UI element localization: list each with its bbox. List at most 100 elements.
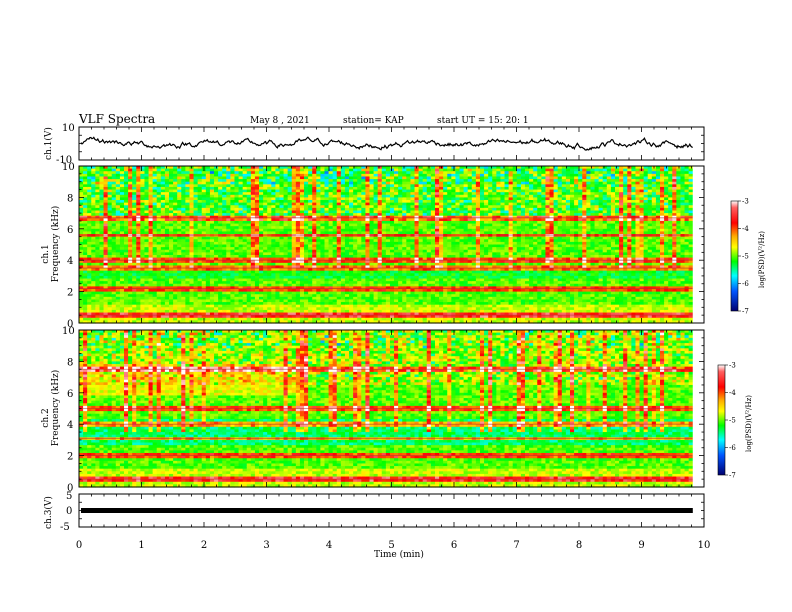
spectrogram-cell <box>394 260 399 264</box>
spectrogram-cell <box>87 236 92 240</box>
spectrogram-cell <box>357 168 362 172</box>
spectrogram-cell <box>406 270 412 274</box>
spectrogram-cell <box>185 226 191 230</box>
spectrogram-cell <box>87 241 92 246</box>
spectrogram-cell <box>148 189 154 193</box>
spectrogram-cell <box>316 173 322 178</box>
spectrogram-cell <box>132 265 137 269</box>
spectrogram-cell <box>267 189 272 193</box>
spectrogram-cell <box>353 168 358 172</box>
spectrogram-cell <box>209 166 215 170</box>
spectrogram-cell <box>279 273 285 277</box>
spectrogram-cell <box>230 179 236 183</box>
spectrogram-cell <box>83 286 88 290</box>
spectrogram-cell <box>197 181 203 185</box>
spectrogram-cell <box>119 257 125 261</box>
spectrogram-cell <box>124 194 129 198</box>
spectrogram-cell <box>410 166 416 170</box>
spectrogram-cell <box>349 179 354 183</box>
spectrogram-cell <box>115 213 121 217</box>
spectrogram-cell <box>332 231 338 235</box>
spectrogram-cell <box>83 200 88 204</box>
spectrogram-cell <box>398 186 403 191</box>
spectrogram-cell <box>250 181 256 185</box>
spectrogram-cell <box>124 254 129 259</box>
spectrogram-cell <box>193 288 199 293</box>
spectrogram-cell <box>87 202 92 206</box>
spectrogram-cell <box>177 218 182 222</box>
spectrogram-cell <box>267 223 272 227</box>
spectrogram-cell <box>205 286 211 290</box>
spectrogram-cell <box>287 320 293 324</box>
spectrogram-cell <box>304 286 309 290</box>
spectrogram-cell <box>299 200 305 204</box>
spectrogram-cell <box>410 260 416 264</box>
spectrogram-cell <box>410 270 416 274</box>
spectrogram-cell <box>299 226 305 230</box>
spectrogram-cell <box>218 312 223 316</box>
spectrogram-cell <box>398 309 403 314</box>
spectrogram-cell <box>275 215 281 219</box>
spectrogram-cell <box>250 197 256 201</box>
spectrogram-cell <box>115 223 121 227</box>
spectrogram-cell <box>414 315 420 319</box>
spectrogram-cell <box>283 168 289 172</box>
spectrogram-cell <box>389 168 395 172</box>
spectrogram-cell <box>279 247 285 251</box>
spectrogram-cell <box>308 309 313 314</box>
spectrogram-cell <box>324 244 330 248</box>
spectrogram-cell <box>320 166 326 170</box>
spectrogram-cell <box>369 207 375 212</box>
spectrogram-cell <box>132 291 137 295</box>
spectrogram-cell <box>205 299 211 303</box>
spectrogram-cell <box>254 260 260 264</box>
spectrogram-cell <box>299 309 305 314</box>
spectrogram-cell <box>87 223 92 227</box>
spectrogram-cell <box>349 262 354 267</box>
spectrogram-cell <box>238 192 244 196</box>
spectrogram-cell <box>299 291 305 295</box>
spectrogram-cell <box>381 231 387 235</box>
spectrogram-cell <box>222 194 227 198</box>
spectrogram-cell <box>177 275 182 280</box>
spectrogram-cell <box>361 275 367 280</box>
spectrogram-cell <box>308 257 313 261</box>
spectrogram-cell <box>124 299 129 303</box>
spectrogram-cell <box>275 291 281 295</box>
spectrogram-cell <box>189 171 195 175</box>
spectrogram-cell <box>414 192 420 196</box>
spectrogram-cell <box>336 296 342 301</box>
spectrogram-cell <box>103 226 109 230</box>
spectrogram-cell <box>279 294 285 298</box>
spectrogram-cell <box>246 320 252 324</box>
spectrogram-cell <box>185 179 191 183</box>
spectrogram-cell <box>148 202 154 206</box>
spectrogram-cell <box>234 288 240 293</box>
spectrogram-cell <box>115 215 121 219</box>
spectrogram-cell <box>115 228 121 233</box>
spectrogram-cell <box>299 315 305 319</box>
spectrogram-cell <box>99 213 105 217</box>
spectrogram-cell <box>287 176 293 180</box>
spectrogram-cell <box>136 317 141 321</box>
spectrogram-cell <box>124 307 129 311</box>
spectrogram-cell <box>316 197 322 201</box>
spectrogram-cell <box>279 186 285 191</box>
spectrogram-cell <box>79 273 84 277</box>
spectrogram-cell <box>124 236 129 240</box>
spectrogram-cell <box>99 173 105 178</box>
spectrogram-cell <box>238 210 244 214</box>
spectrogram-cell <box>332 215 338 219</box>
spectrogram-cell <box>201 239 207 243</box>
spectrogram-cell <box>406 278 412 282</box>
spectrogram-cell <box>91 247 96 251</box>
spectrogram-cell <box>169 220 174 225</box>
spectrogram-cell <box>193 268 199 272</box>
spectrogram-cell <box>177 228 182 233</box>
spectrogram-cell <box>111 218 117 222</box>
spectrogram-cell <box>283 262 289 267</box>
spectrogram-cell <box>230 254 236 259</box>
spectrogram-cell <box>177 286 182 290</box>
spectrogram-cell <box>349 205 354 209</box>
spectrogram-cell <box>181 257 186 261</box>
